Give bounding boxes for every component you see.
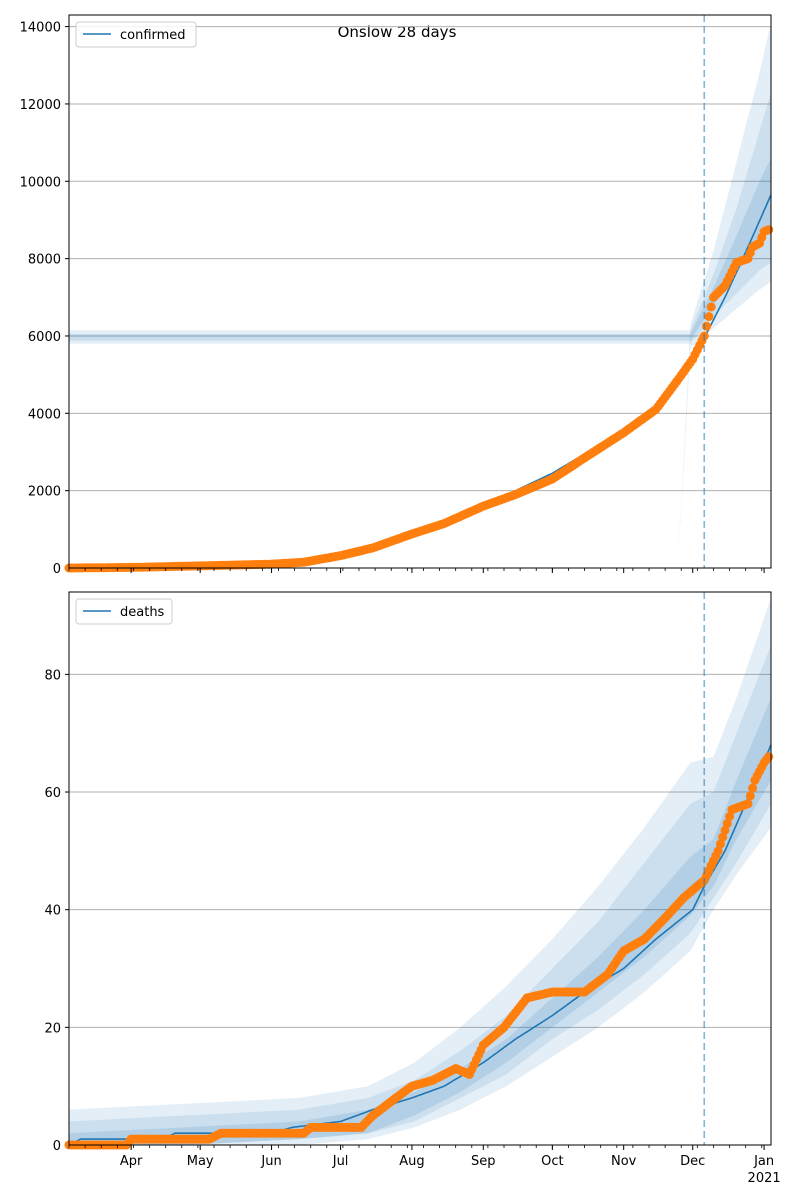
uncertainty-band: [69, 644, 771, 1145]
observed-series: [64, 752, 774, 1150]
x-tick-label: Oct: [541, 1154, 563, 1169]
x-year-label: 2021: [748, 1171, 781, 1186]
x-tick-label: Apr: [120, 1154, 143, 1169]
y-tick-label: 60: [44, 786, 61, 801]
x-tick-label: Nov: [611, 1154, 637, 1169]
observed-point: [764, 752, 774, 762]
plot-frame: [68, 14, 772, 569]
observed-point: [706, 302, 716, 312]
y-tick-label: 0: [53, 562, 61, 577]
y-tick-label: 10000: [20, 175, 61, 190]
x-tick-label: Jul: [332, 1154, 349, 1169]
deaths-panel: 0 20 40 60 80 Apr May Jun Jul Aug Sep Oct Nov Dec Jan 2…: [44, 591, 781, 1186]
observed-point: [704, 312, 714, 322]
legend-box: [75, 21, 197, 48]
uncertainty-band: [69, 92, 771, 344]
y-tick-label: 14000: [20, 21, 61, 36]
model-line: [69, 194, 772, 569]
observed-point: [718, 832, 728, 842]
observed-point: [713, 846, 723, 856]
uncertainty-band: [69, 158, 771, 341]
x-tick-label: Jan: [753, 1154, 774, 1169]
legend-label: deaths: [120, 605, 165, 620]
uncertainty-band: [69, 597, 771, 1145]
model-line: [68, 744, 772, 1146]
observed-series: [64, 225, 774, 573]
y-tick-label: 40: [44, 904, 61, 919]
figure-title: Onslow 28 days: [338, 23, 457, 41]
y-tick-label: 2000: [28, 485, 61, 500]
y-tick-label: 0: [53, 1139, 61, 1154]
observed-point: [748, 783, 758, 793]
observed-point: [715, 839, 725, 849]
x-tick-label: Jun: [260, 1154, 281, 1169]
observed-point: [743, 799, 753, 809]
y-tick-label: 6000: [28, 330, 61, 345]
observed-point: [745, 791, 755, 801]
x-tick-label: Dec: [680, 1154, 705, 1169]
observed-point: [702, 321, 712, 331]
observed-point: [722, 818, 732, 828]
legend-box: [75, 598, 173, 625]
x-tick-label: Sep: [471, 1154, 496, 1169]
observed-point: [720, 825, 730, 835]
x-tick-label: Aug: [399, 1154, 424, 1169]
uncertainty-band: [69, 22, 771, 568]
y-tick-label: 4000: [28, 407, 61, 422]
observed-point: [764, 225, 774, 235]
observed-point: [725, 812, 735, 821]
legend: deaths: [75, 598, 173, 625]
legend: confirmed: [75, 21, 197, 48]
y-tick-label: 20: [44, 1021, 61, 1036]
y-tick-label: 12000: [20, 98, 61, 113]
y-tick-label: 8000: [28, 253, 61, 268]
y-tick-label: 80: [44, 668, 61, 683]
legend-label: confirmed: [120, 28, 186, 43]
plot-frame: [68, 591, 772, 1146]
confirmed-panel: 0 2000 4000 6000 8000 10000 12000 14000 confirme…: [20, 14, 774, 577]
x-tick-label: May: [187, 1154, 214, 1169]
